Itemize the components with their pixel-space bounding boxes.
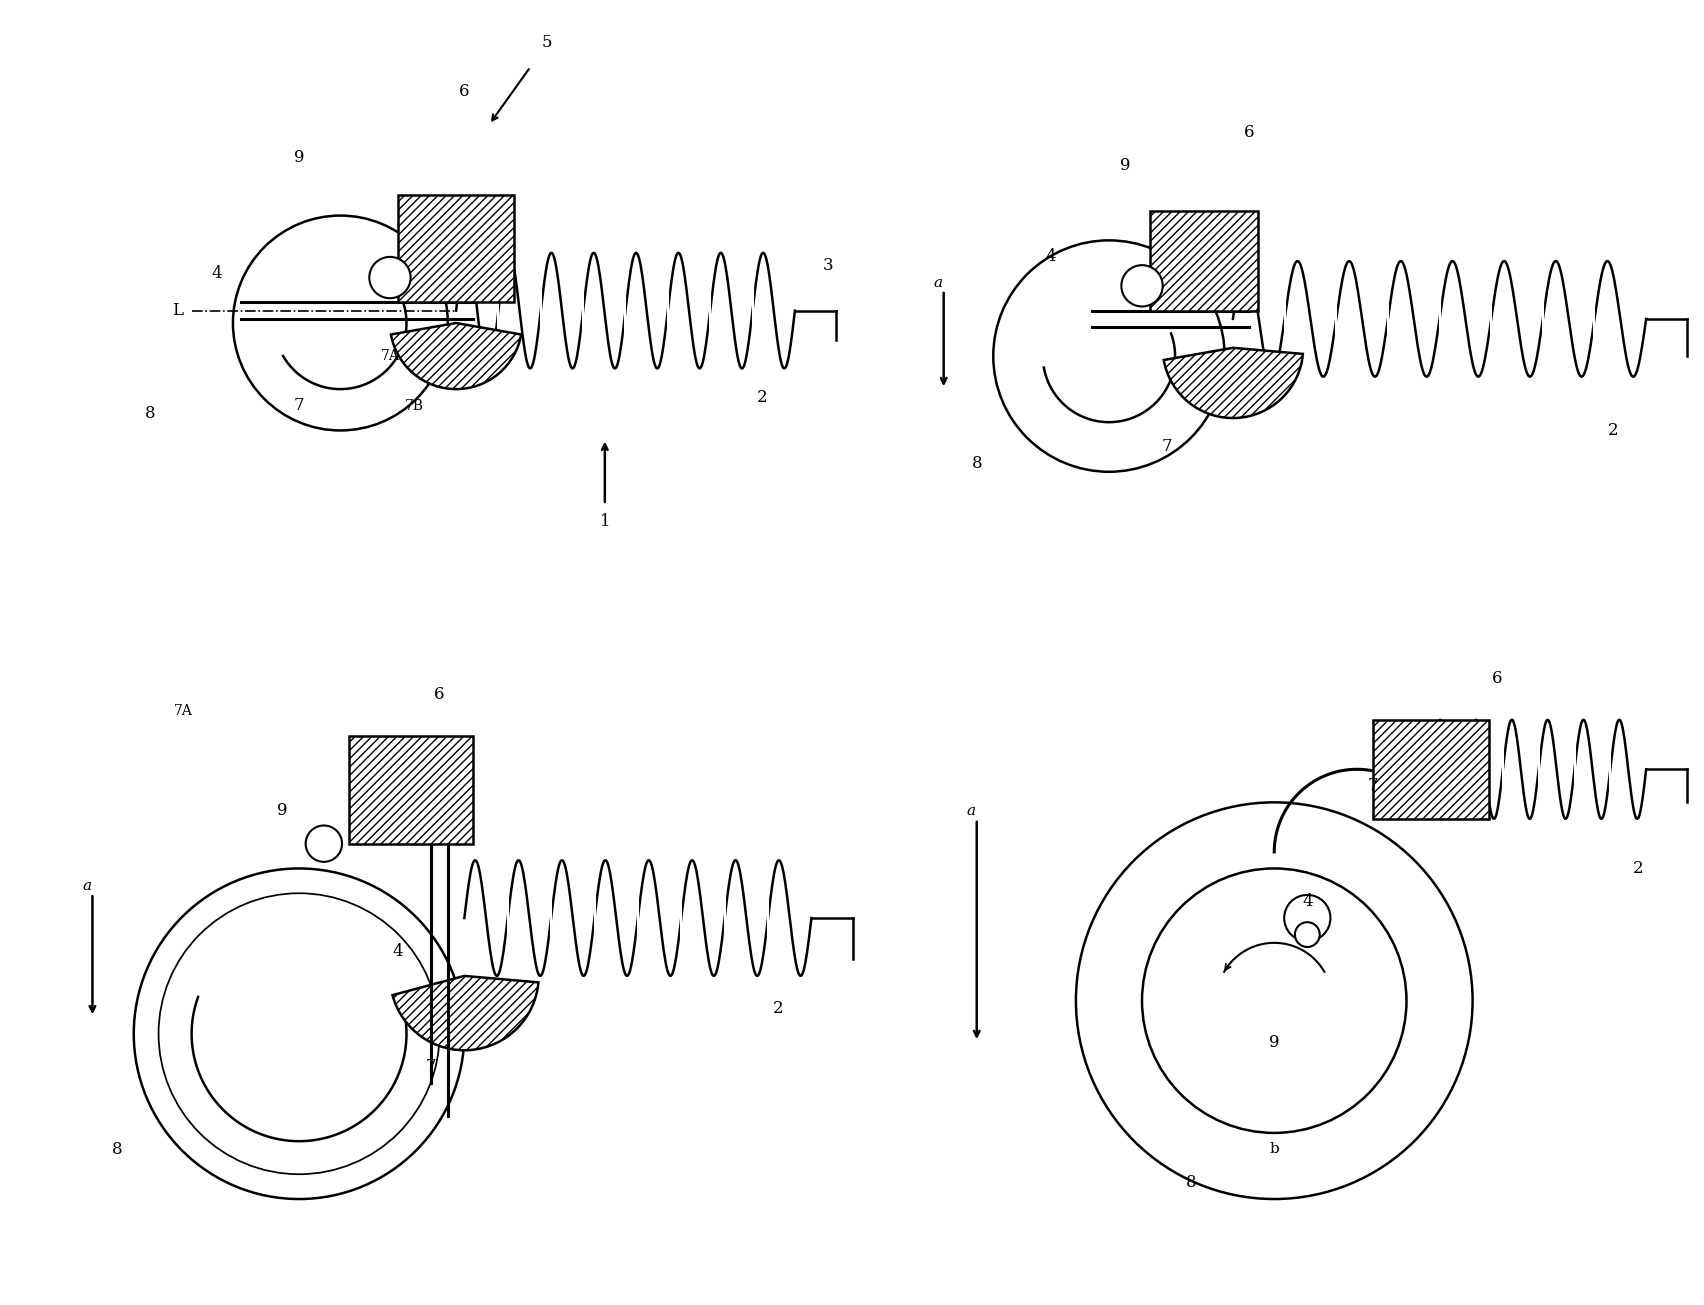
Text: 4: 4 bbox=[211, 265, 222, 282]
Text: 2: 2 bbox=[1609, 422, 1619, 438]
Text: 2: 2 bbox=[1632, 860, 1643, 877]
Text: 8: 8 bbox=[112, 1141, 123, 1158]
Text: a: a bbox=[934, 275, 942, 290]
Text: 3: 3 bbox=[823, 257, 833, 274]
Text: 4: 4 bbox=[1302, 893, 1312, 910]
Circle shape bbox=[135, 868, 463, 1199]
Text: 9: 9 bbox=[293, 149, 305, 166]
Text: 5: 5 bbox=[542, 34, 552, 51]
Bar bbox=[1373, 719, 1489, 818]
Text: 4: 4 bbox=[1046, 248, 1056, 265]
Text: a: a bbox=[82, 878, 92, 893]
Circle shape bbox=[370, 257, 411, 299]
Text: 7: 7 bbox=[1162, 438, 1172, 455]
Circle shape bbox=[1121, 265, 1162, 307]
Circle shape bbox=[1285, 895, 1331, 941]
Circle shape bbox=[1075, 803, 1472, 1199]
Circle shape bbox=[993, 240, 1225, 472]
Text: 2: 2 bbox=[774, 1001, 784, 1018]
Text: 9: 9 bbox=[1120, 158, 1131, 175]
Bar bbox=[1431, 719, 1646, 818]
Text: L: L bbox=[172, 303, 184, 320]
Text: 4: 4 bbox=[394, 942, 404, 959]
Circle shape bbox=[1295, 923, 1319, 947]
Wedge shape bbox=[1164, 348, 1304, 418]
Text: 8: 8 bbox=[145, 406, 155, 423]
Text: 2: 2 bbox=[757, 389, 767, 406]
Text: 8: 8 bbox=[1186, 1174, 1196, 1191]
Text: 7: 7 bbox=[1368, 778, 1379, 795]
Text: 8: 8 bbox=[971, 455, 982, 472]
Text: b: b bbox=[1269, 1142, 1280, 1156]
Bar bbox=[349, 736, 472, 843]
Text: 6: 6 bbox=[435, 686, 445, 703]
Text: 7A: 7A bbox=[380, 348, 399, 363]
Bar bbox=[457, 253, 794, 368]
Text: 6: 6 bbox=[458, 84, 470, 100]
Text: 7: 7 bbox=[426, 1058, 436, 1075]
Circle shape bbox=[1142, 868, 1406, 1133]
Bar bbox=[1234, 261, 1646, 377]
Bar bbox=[399, 194, 515, 303]
Text: 1: 1 bbox=[600, 513, 610, 530]
Circle shape bbox=[305, 826, 343, 861]
Text: 9: 9 bbox=[1269, 1034, 1280, 1051]
Text: 6: 6 bbox=[1493, 669, 1503, 686]
Bar bbox=[463, 860, 811, 976]
Text: 7: 7 bbox=[293, 397, 305, 414]
Circle shape bbox=[158, 893, 440, 1174]
Text: 9: 9 bbox=[278, 803, 288, 820]
Text: 7A: 7A bbox=[174, 705, 193, 719]
Text: a: a bbox=[966, 804, 975, 818]
Circle shape bbox=[233, 215, 448, 431]
Wedge shape bbox=[390, 324, 521, 389]
Text: 7B: 7B bbox=[406, 398, 424, 412]
Bar bbox=[1150, 211, 1258, 311]
Wedge shape bbox=[392, 976, 538, 1051]
Text: 6: 6 bbox=[1244, 124, 1254, 141]
